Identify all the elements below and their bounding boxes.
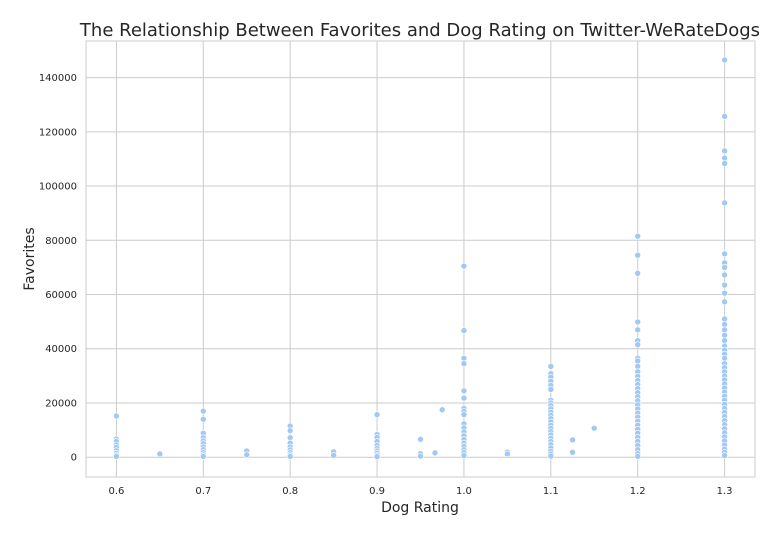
- data-point: [156, 450, 164, 458]
- data-point: [634, 363, 642, 370]
- data-point: [243, 451, 251, 459]
- data-point: [460, 452, 468, 459]
- data-point: [569, 449, 576, 456]
- data-point: [460, 360, 468, 367]
- data-point: [721, 281, 728, 289]
- data-point: [721, 264, 728, 271]
- x-tick-label: 1.3: [717, 486, 733, 497]
- data-point: [438, 406, 446, 414]
- x-axis-label: Dog Rating: [381, 500, 459, 516]
- y-tick-label: 100000: [39, 182, 77, 193]
- data-point: [330, 452, 337, 459]
- data-point: [113, 412, 120, 420]
- data-point: [721, 250, 728, 258]
- y-tick-label: 60000: [45, 290, 77, 301]
- data-point: [721, 452, 728, 459]
- data-point: [721, 315, 728, 323]
- data-point: [373, 411, 381, 418]
- x-tick-label: 1.2: [630, 486, 646, 497]
- data-point: [721, 56, 728, 64]
- data-point: [569, 436, 576, 444]
- data-point: [504, 450, 511, 458]
- data-point: [460, 327, 468, 334]
- y-tick-labels: 0 20000 40000 60000 80000 100000 120000 140000: [39, 73, 77, 464]
- data-point: [721, 160, 728, 167]
- data-point: [286, 434, 294, 441]
- data-point: [286, 453, 294, 460]
- x-tick-label: 0.7: [195, 486, 211, 497]
- x-tick-label: 0.9: [369, 486, 385, 497]
- x-tick-label: 1.1: [543, 486, 559, 497]
- data-point: [417, 436, 424, 443]
- data-point: [199, 407, 207, 415]
- y-tick-label: 140000: [39, 73, 77, 84]
- data-point: [431, 449, 439, 457]
- data-point: [417, 452, 424, 460]
- data-point: [634, 326, 642, 334]
- data-point: [721, 298, 728, 306]
- data-point: [634, 341, 642, 348]
- y-tick-label: 80000: [45, 236, 77, 247]
- data-point: [721, 321, 728, 328]
- data-point: [113, 453, 120, 460]
- data-point: [634, 318, 642, 326]
- data-point: [634, 270, 642, 277]
- y-tick-label: 0: [71, 453, 77, 464]
- data-point: [721, 289, 728, 297]
- x-tick-labels: 0.6 0.7 0.8 0.9 1.0 1.1 1.2 1.3: [108, 486, 732, 497]
- data-point: [721, 199, 728, 207]
- data-point: [460, 354, 468, 362]
- y-tick-label: 40000: [45, 344, 77, 355]
- data-point: [199, 453, 207, 460]
- y-tick-label: 120000: [39, 127, 77, 138]
- data-point: [721, 271, 728, 279]
- data-point: [373, 453, 381, 460]
- y-tick-label: 20000: [45, 398, 77, 409]
- x-tick-label: 0.6: [108, 486, 124, 497]
- plot-frame: [85, 40, 756, 478]
- x-tick-label: 0.8: [282, 486, 298, 497]
- data-point: [721, 354, 728, 362]
- data-point: [590, 424, 598, 432]
- data-point: [286, 427, 294, 434]
- data-point: [460, 394, 468, 402]
- data-point: [721, 113, 728, 120]
- data-points: [113, 56, 728, 460]
- data-point: [634, 251, 642, 259]
- data-point: [721, 326, 728, 334]
- data-point: [634, 357, 642, 365]
- data-point: [460, 411, 468, 418]
- x-tick-label: 1.0: [456, 486, 472, 497]
- data-point: [460, 387, 468, 395]
- data-point: [634, 453, 642, 460]
- data-point: [721, 154, 728, 162]
- chart-title: The Relationship Between Favorites and D…: [79, 20, 760, 41]
- data-point: [721, 147, 728, 155]
- y-axis-label: Favorites: [22, 227, 38, 290]
- data-point: [721, 337, 728, 344]
- data-point: [634, 232, 642, 240]
- data-point: [547, 452, 555, 460]
- data-point: [460, 262, 468, 270]
- data-point: [547, 386, 555, 393]
- data-point: [547, 363, 555, 370]
- grid-lines: [86, 41, 755, 477]
- data-point: [721, 331, 728, 339]
- data-point: [199, 415, 207, 423]
